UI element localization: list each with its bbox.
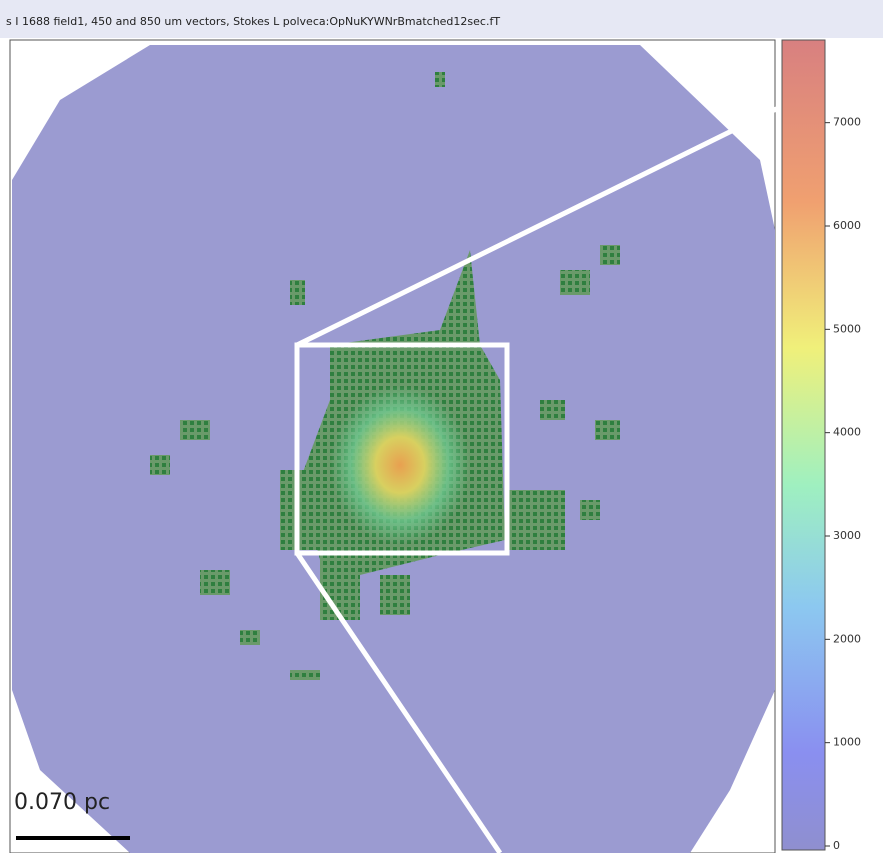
colorbar-tick-label: 0 [833,839,840,852]
colorbar-tick-label: 3000 [833,529,861,542]
colorbar-tick-label: 5000 [833,322,861,335]
title: s I 1688 field1, 450 and 850 um vectors,… [6,15,500,28]
figure: s I 1688 field1, 450 and 850 um vectors,… [0,0,883,853]
colorbar-tick-label: 4000 [833,426,861,439]
peak [330,385,470,545]
scale-label: 0.070 pc [14,790,110,815]
colorbar-ticks: 0 1000 2000 3000 4000 5000 6000 7000 [825,116,861,852]
colorbar-tick-label: 7000 [833,116,861,129]
colorbar [782,40,825,850]
colorbar-tick-label: 1000 [833,736,861,749]
page: s I 1688 field1, 450 and 850 um vectors,… [0,0,883,853]
colorbar-tick-label: 6000 [833,219,861,232]
colorbar-tick-label: 2000 [833,632,861,645]
